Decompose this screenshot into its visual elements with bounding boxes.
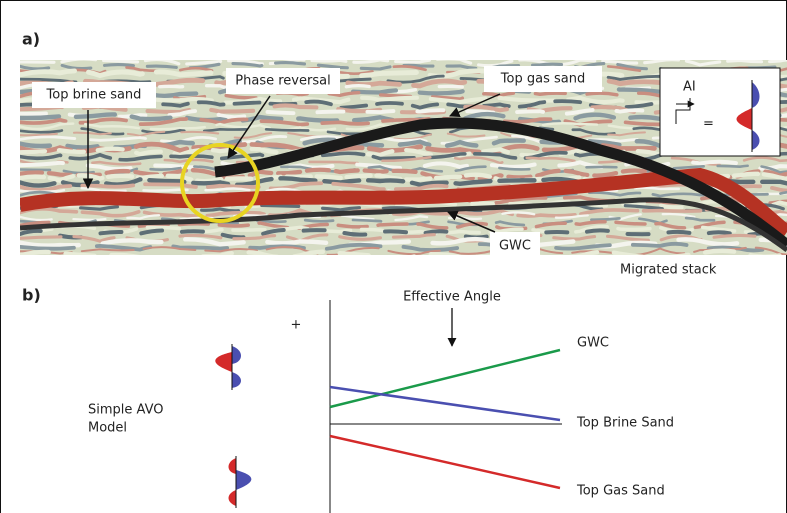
caption: Migrated stack [620, 263, 717, 278]
line-label: GWC [577, 336, 609, 351]
axis-title: Effective Angle [403, 290, 501, 305]
wavelet [215, 344, 241, 390]
figure: a) Top brine sand Phase reversal Top gas… [0, 0, 787, 513]
panel-label: a) [22, 30, 40, 49]
inset [660, 68, 780, 156]
plus-sign: + [291, 318, 302, 333]
model-label: Model [88, 421, 127, 436]
annotation: Top gas sand [500, 72, 585, 87]
line-label: Top Brine Sand [576, 416, 674, 431]
gas-line [330, 436, 560, 488]
annotation: Top brine sand [46, 88, 142, 103]
wavelet [229, 456, 252, 508]
inset-equals: = [703, 117, 714, 132]
line-label: Top Gas Sand [576, 484, 665, 499]
model-label: Simple AVO [88, 403, 163, 418]
annotation: GWC [499, 239, 531, 254]
inset-ai: AI [683, 80, 696, 95]
annotation: Phase reversal [235, 74, 330, 89]
gwc-line [330, 350, 560, 407]
panel-label: b) [22, 286, 41, 305]
brine-line [330, 387, 560, 420]
